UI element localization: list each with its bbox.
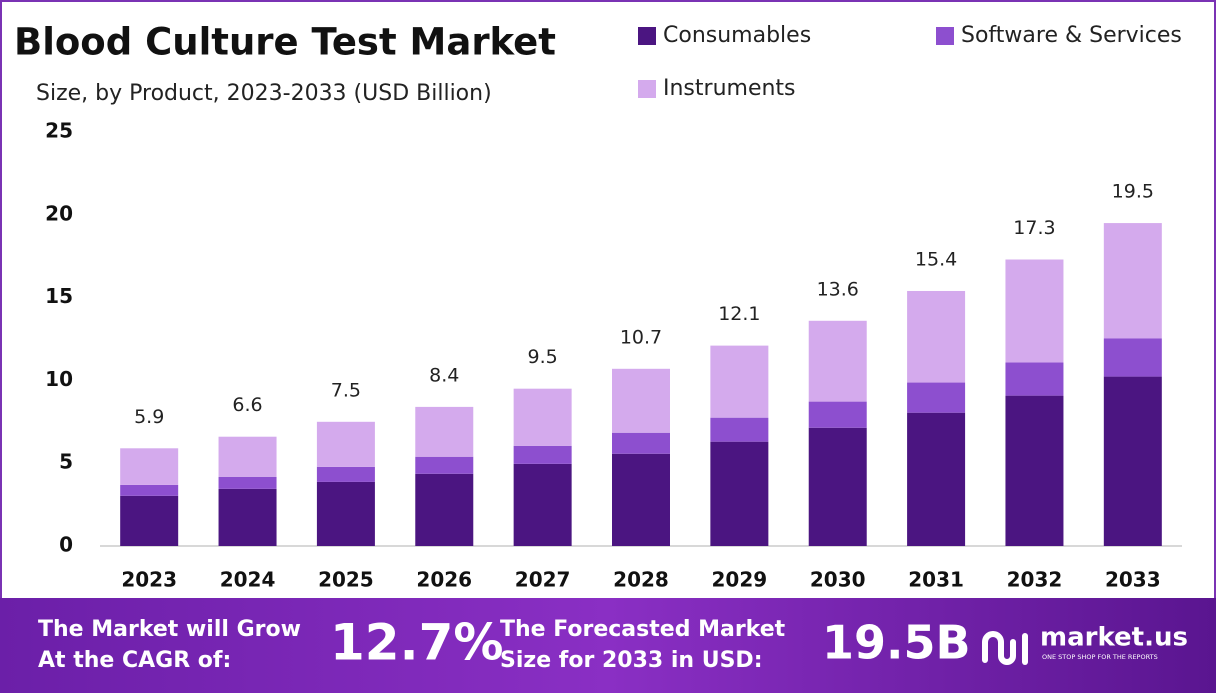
bar-segment — [710, 441, 769, 546]
legend-swatch — [638, 80, 656, 98]
bar-segment — [1005, 395, 1064, 546]
bar-segment — [513, 445, 572, 464]
bar-segment — [907, 290, 966, 383]
x-tick-label: 2027 — [515, 568, 571, 592]
x-tick-label: 2028 — [613, 568, 669, 592]
footer-text: At the CAGR of: — [38, 648, 231, 673]
bar-segment — [218, 436, 277, 477]
total-label: 8.4 — [429, 364, 459, 386]
legend-label: Software & Services — [961, 23, 1182, 48]
y-tick-label: 15 — [45, 284, 73, 308]
bar-segment — [316, 466, 375, 482]
x-tick-label: 2023 — [121, 568, 177, 592]
bar-segment — [120, 495, 179, 546]
bar-segment — [808, 401, 867, 428]
footer-text: The Market will Grow — [38, 617, 301, 642]
bar-segment — [218, 476, 277, 489]
y-tick-label: 20 — [45, 201, 73, 225]
bar-segment — [907, 382, 966, 413]
x-tick-label: 2029 — [712, 568, 768, 592]
footer-forecast: 19.5B — [822, 616, 971, 670]
bar-segment — [612, 453, 670, 546]
footer-banner — [0, 598, 1216, 693]
y-tick-label: 25 — [45, 119, 73, 143]
legend-label: Consumables — [663, 23, 811, 48]
bar-segment — [1103, 338, 1162, 377]
bar-segment — [907, 412, 966, 546]
bar-segment — [710, 345, 769, 418]
footer-text: Size for 2033 in USD: — [500, 648, 763, 673]
brand-logo — [982, 631, 1028, 665]
bar-segment — [120, 484, 179, 496]
x-tick-label: 2033 — [1105, 568, 1161, 592]
chart-title: Blood Culture Test Market — [14, 21, 556, 64]
total-label: 9.5 — [528, 346, 558, 368]
total-label: 10.7 — [620, 326, 662, 348]
y-tick-label: 0 — [59, 533, 73, 557]
bar-segment — [808, 320, 867, 402]
bar-segment — [1005, 362, 1064, 396]
x-tick-label: 2032 — [1007, 568, 1063, 592]
bar-segment — [120, 448, 179, 485]
total-label: 6.6 — [232, 394, 262, 416]
brand-tagline: ONE STOP SHOP FOR THE REPORTS — [1042, 653, 1158, 661]
bar-segment — [513, 463, 572, 546]
legend-swatch — [936, 27, 954, 45]
y-tick-label: 10 — [45, 367, 73, 391]
bar-segment — [316, 481, 375, 546]
total-label: 12.1 — [718, 303, 760, 325]
total-label: 7.5 — [331, 379, 361, 401]
x-tick-label: 2030 — [810, 568, 866, 592]
bar-segment — [218, 488, 277, 546]
x-tick-label: 2024 — [220, 568, 276, 592]
total-label: 13.6 — [817, 278, 859, 300]
legend-label: Instruments — [663, 76, 796, 101]
bar-segment — [513, 388, 572, 446]
bar-segment — [415, 473, 474, 546]
total-label: 17.3 — [1013, 217, 1055, 239]
bar-segment — [1005, 259, 1064, 363]
total-label: 5.9 — [134, 406, 164, 428]
bar-segment — [808, 427, 867, 546]
x-tick-label: 2026 — [416, 568, 472, 592]
y-tick-label: 5 — [59, 450, 73, 474]
x-tick-label: 2025 — [318, 568, 374, 592]
bar-segment — [1103, 376, 1162, 546]
bar-segment — [1103, 223, 1162, 339]
x-tick-label: 2031 — [908, 568, 964, 592]
bar-segment — [612, 368, 670, 433]
brand-name: market.us — [1040, 623, 1188, 653]
bar-segment — [415, 406, 474, 457]
legend-swatch — [638, 27, 656, 45]
bar-segment — [612, 432, 670, 454]
bar-segment — [415, 456, 474, 474]
total-label: 15.4 — [915, 248, 957, 270]
chart-subtitle: Size, by Product, 2023-2033 (USD Billion… — [36, 81, 492, 106]
footer-cagr: 12.7% — [330, 614, 503, 672]
bar-segment — [316, 421, 375, 467]
footer-text: The Forecasted Market — [500, 617, 786, 642]
bar-segment — [710, 417, 769, 442]
total-label: 19.5 — [1112, 181, 1154, 203]
